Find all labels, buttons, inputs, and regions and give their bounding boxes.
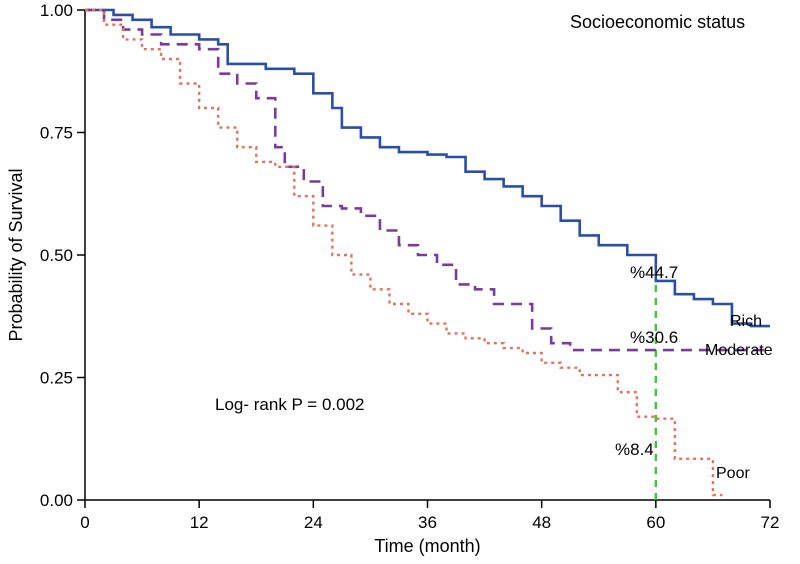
series-label-rich: Rich [730, 313, 762, 330]
x-tick-label: 48 [532, 513, 551, 532]
legend-title: Socioeconomic status [570, 12, 745, 32]
y-tick-label: 0.50 [40, 246, 73, 265]
x-tick-label: 12 [190, 513, 209, 532]
x-tick-label: 60 [646, 513, 665, 532]
x-ticks: 0 12 24 36 48 60 72 [80, 500, 779, 532]
y-tick-label: 0.75 [40, 124, 73, 143]
series-label-moderate: Moderate [705, 342, 773, 359]
series-moderate [85, 10, 770, 350]
y-tick-label: 1.00 [40, 1, 73, 20]
y-tick-label: 0.25 [40, 369, 73, 388]
value-label-moderate: %30.6 [630, 328, 678, 347]
survival-chart: 0 12 24 36 48 60 72 0.00 0.25 0.50 0.75 1.00 Time … [0, 0, 800, 564]
x-tick-label: 0 [80, 513, 89, 532]
value-label-rich: %44.7 [630, 263, 678, 282]
x-axis-title: Time (month) [374, 536, 480, 556]
x-tick-label: 36 [418, 513, 437, 532]
y-axis-title: Probability of Survival [6, 168, 26, 341]
series-group [85, 10, 770, 495]
value-label-poor: %8.4 [615, 440, 654, 459]
y-tick-label: 0.00 [40, 491, 73, 510]
y-ticks: 0.00 0.25 0.50 0.75 1.00 [40, 1, 85, 510]
x-tick-label: 24 [304, 513, 323, 532]
log-rank-text: Log- rank P = 0.002 [215, 395, 365, 414]
x-tick-label: 72 [761, 513, 780, 532]
series-label-poor: Poor [716, 465, 750, 482]
